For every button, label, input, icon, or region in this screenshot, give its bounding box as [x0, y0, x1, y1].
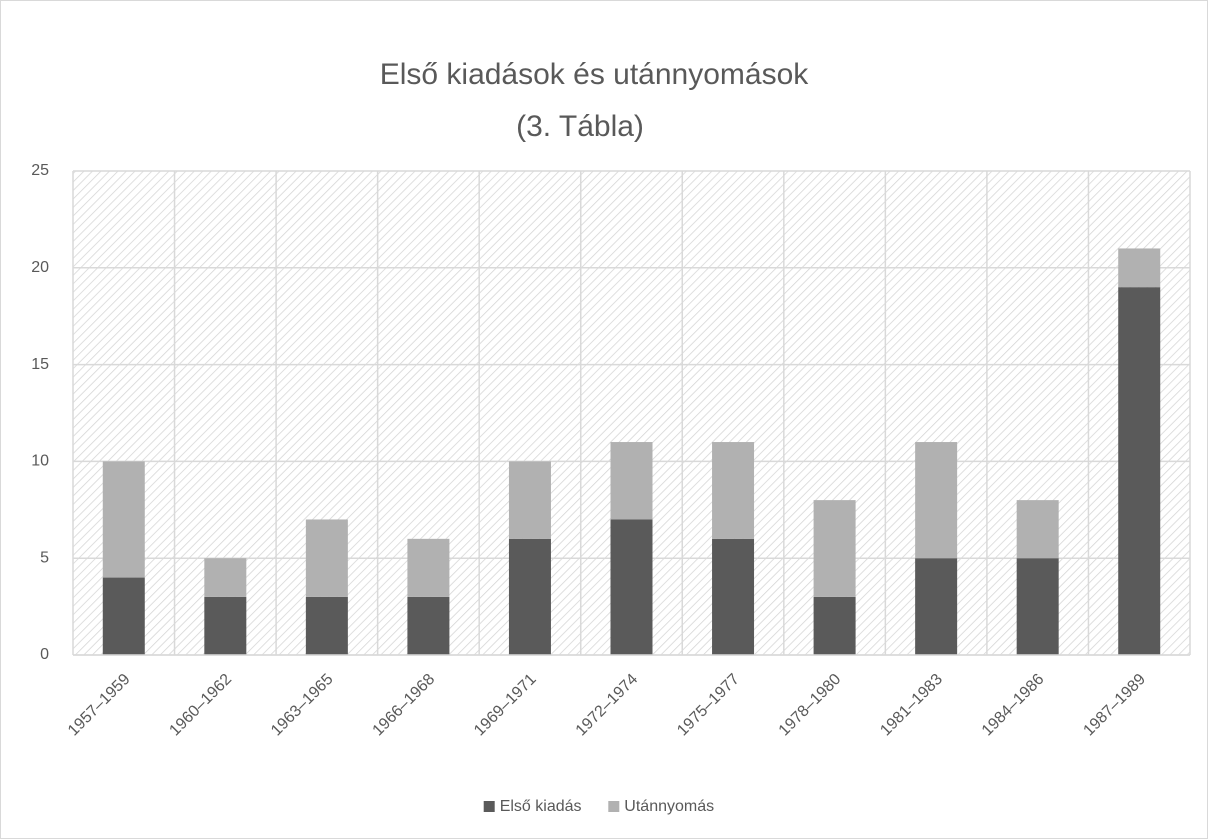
bar-segment	[813, 500, 856, 597]
bar-segment	[305, 519, 348, 597]
chart-title: Első kiadások és utánnyomások	[380, 58, 810, 91]
bar-segment	[407, 596, 450, 655]
bar-segment	[508, 461, 551, 539]
bar-segment	[102, 577, 145, 655]
bar-segment	[1016, 558, 1059, 655]
bar-segment	[407, 538, 450, 597]
bar-segment	[915, 442, 958, 559]
chart-subtitle: (3. Tábla)	[516, 110, 644, 143]
legend-swatch	[483, 801, 495, 812]
bar-segment	[204, 558, 247, 597]
legend-label: Utánnyomás	[624, 798, 714, 815]
bar-segment	[1118, 248, 1161, 288]
y-tick-label: 20	[31, 259, 49, 276]
y-tick-label: 10	[31, 453, 49, 470]
y-tick-label: 25	[31, 162, 49, 179]
bar-segment	[712, 538, 755, 655]
bar-segment	[610, 519, 653, 655]
legend-swatch	[608, 801, 620, 812]
bar-segment	[712, 442, 755, 539]
bar-segment	[204, 596, 247, 655]
y-tick-label: 15	[31, 356, 49, 373]
bar-segment	[915, 558, 958, 655]
bar-segment	[305, 596, 348, 655]
bar-segment	[1016, 500, 1059, 559]
bar-segment	[813, 596, 856, 655]
bar-segment	[1118, 287, 1161, 655]
bar-segment	[102, 461, 145, 578]
y-tick-label: 0	[40, 646, 49, 663]
y-tick-label: 5	[40, 549, 49, 566]
bar-segment	[610, 442, 653, 520]
bar-segment	[508, 538, 551, 655]
legend-label: Első kiadás	[500, 798, 582, 815]
